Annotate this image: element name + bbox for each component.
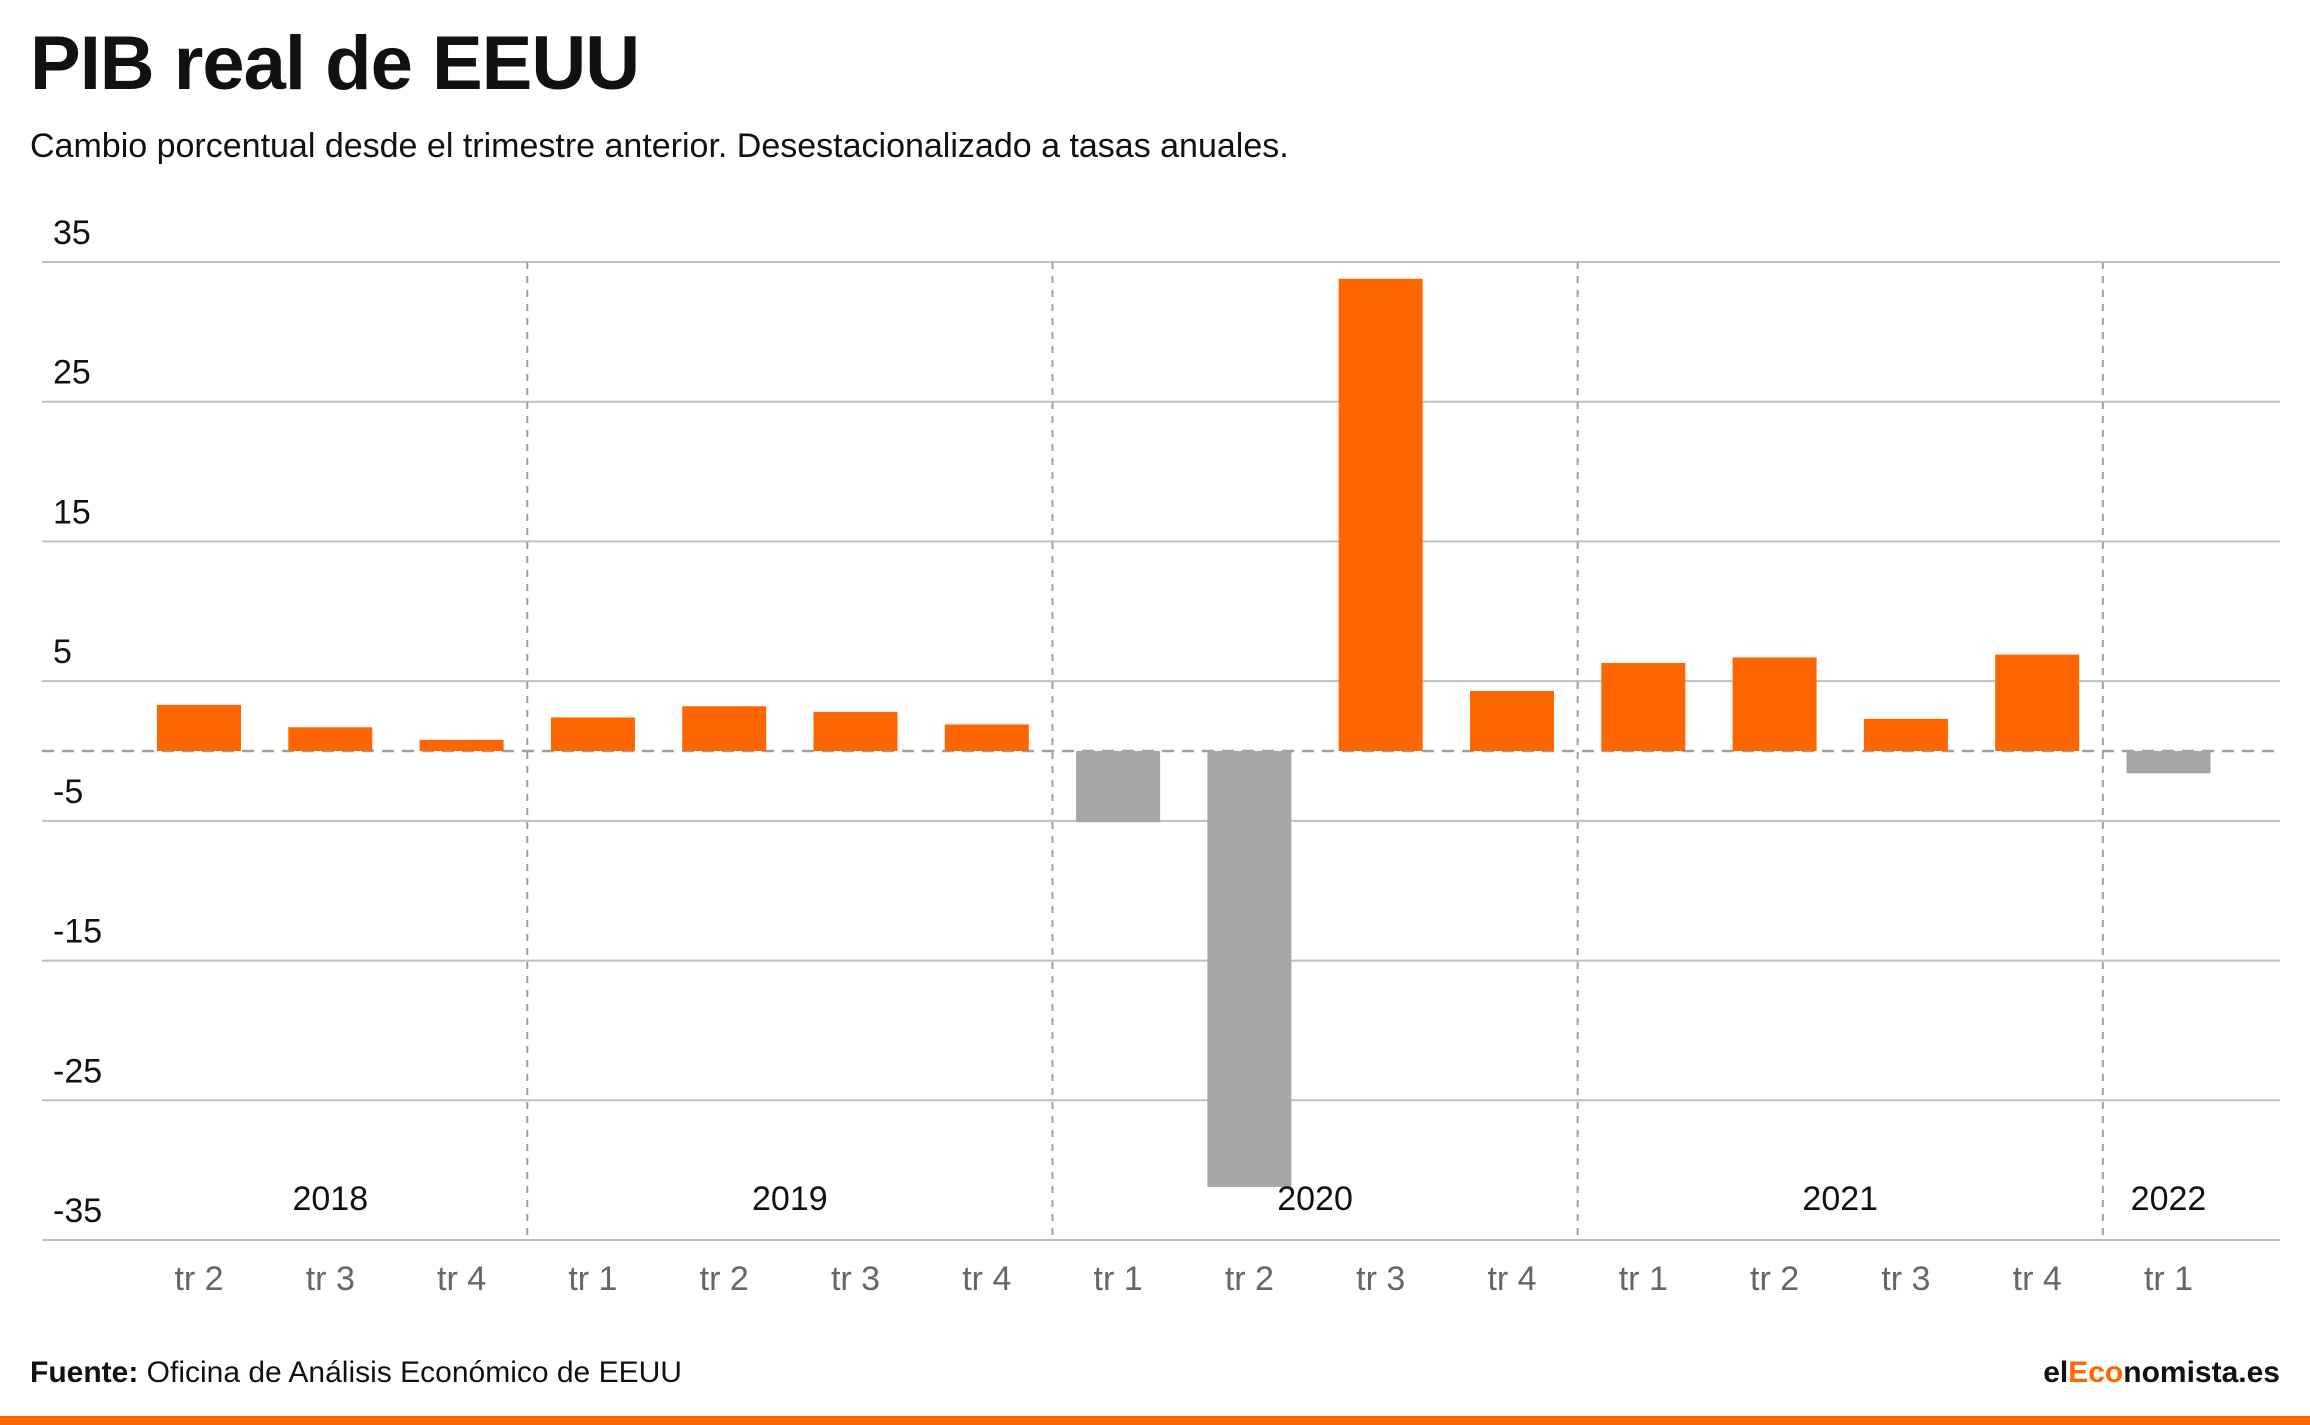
- quarter-label: tr 2: [1750, 1260, 1799, 1298]
- quarter-label: tr 2: [700, 1260, 749, 1298]
- quarter-label: tr 1: [1619, 1260, 1668, 1298]
- bar: [1732, 657, 1817, 751]
- bar: [550, 717, 635, 751]
- quarter-label: tr 1: [568, 1260, 617, 1298]
- year-label: 2022: [2131, 1180, 2207, 1218]
- bar: [288, 727, 373, 751]
- bar: [813, 711, 898, 751]
- quarter-label: tr 1: [2144, 1260, 2193, 1298]
- bar: [1995, 654, 2080, 751]
- y-tick-label: 5: [53, 633, 72, 671]
- quarter-label: tr 4: [437, 1260, 486, 1298]
- source-text: Oficina de Análisis Económico de EEUU: [146, 1356, 682, 1389]
- bar: [944, 724, 1029, 751]
- year-label: 2021: [1802, 1180, 1878, 1218]
- year-label: 2020: [1277, 1180, 1353, 1218]
- quarter-label: tr 3: [1356, 1260, 1405, 1298]
- y-tick-label: -15: [53, 913, 102, 951]
- quarter-label: tr 3: [1881, 1260, 1930, 1298]
- brand-logo: elEconomista.es: [2043, 1356, 2280, 1390]
- brand-prefix: el: [2043, 1356, 2069, 1389]
- brand-suffix: nomista.es: [2123, 1356, 2280, 1389]
- bar: [1076, 751, 1161, 823]
- chart-subtitle: Cambio porcentual desde el trimestre ant…: [30, 127, 1289, 165]
- brand-accent-bar: [0, 1416, 2310, 1425]
- bar: [1338, 278, 1423, 751]
- quarter-label: tr 2: [1225, 1260, 1274, 1298]
- y-tick-label: -5: [53, 773, 83, 811]
- quarter-label: tr 4: [1487, 1260, 1536, 1298]
- year-label: 2019: [752, 1180, 828, 1218]
- brand-accent: Eco: [2068, 1356, 2124, 1389]
- y-tick-label: -35: [53, 1192, 102, 1230]
- bar-chart: 35 25 15 5 -5 -15 -25 -35 tr 2 tr 3 tr 4 tr 1 tr 2 tr…: [42, 214, 2280, 1298]
- quarter-label: tr 3: [831, 1260, 880, 1298]
- bar: [1207, 751, 1292, 1187]
- quarter-label: tr 4: [2013, 1260, 2062, 1298]
- source-note: Fuente: Oficina de Análisis Económico de…: [30, 1356, 682, 1390]
- quarter-label: tr 4: [962, 1260, 1011, 1298]
- bar: [157, 704, 241, 751]
- bar: [1863, 718, 1948, 751]
- bar: [1601, 662, 1686, 751]
- quarter-label: tr 1: [1094, 1260, 1143, 1298]
- bar: [1470, 690, 1554, 751]
- chart-title: PIB real de EEUU: [30, 21, 640, 106]
- quarter-label: tr 3: [306, 1260, 355, 1298]
- source-label: Fuente:: [30, 1356, 139, 1389]
- quarter-label: tr 2: [174, 1260, 223, 1298]
- y-tick-label: -25: [53, 1052, 102, 1090]
- bar: [682, 706, 767, 751]
- bar: [2126, 751, 2211, 774]
- y-tick-label: 15: [53, 493, 91, 531]
- y-tick-label: 35: [53, 214, 91, 252]
- y-tick-label: 25: [53, 354, 91, 392]
- bar: [419, 739, 504, 751]
- year-label: 2018: [292, 1180, 368, 1218]
